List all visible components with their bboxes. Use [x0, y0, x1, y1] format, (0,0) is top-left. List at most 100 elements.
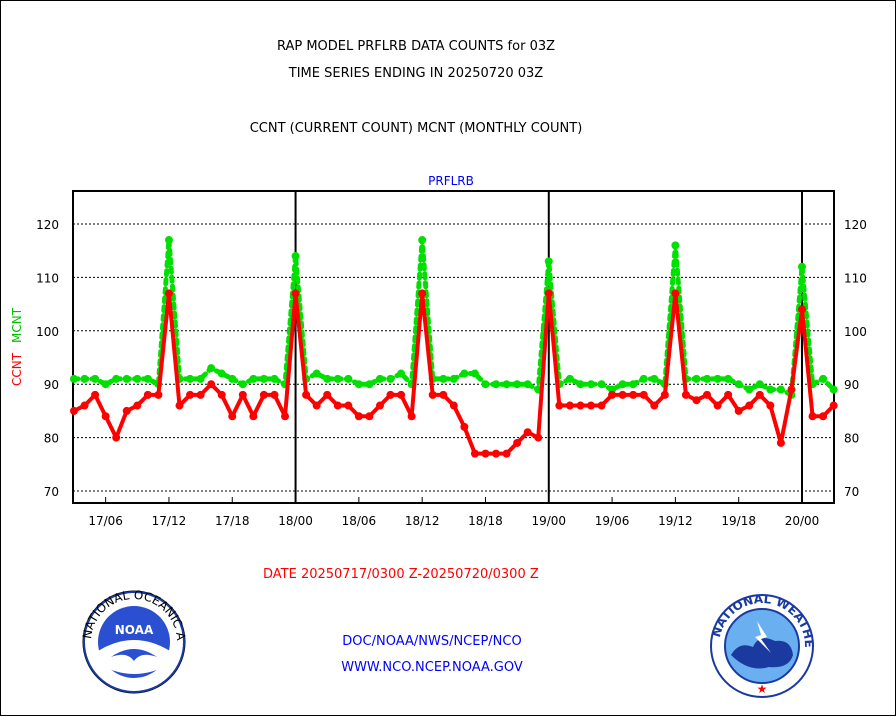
mcnt-point	[344, 374, 353, 383]
mcnt-point	[576, 380, 585, 389]
ccnt-point	[281, 412, 290, 421]
ccnt-point	[586, 401, 595, 410]
xtick-label: 19/12	[658, 514, 693, 528]
ytick-label-right: 120	[844, 218, 867, 232]
ccnt-point	[798, 305, 806, 314]
ccnt-point	[460, 422, 469, 431]
ccnt-point	[122, 406, 131, 415]
ccnt-point	[196, 390, 205, 399]
ccnt-point	[481, 449, 490, 458]
noaa-logo: NOAA NATIONAL OCEANIC AND ATMOSPHERIC AD…	[76, 578, 188, 695]
ccnt-point	[734, 406, 743, 415]
mcnt-point	[586, 380, 595, 389]
ytick-label-right: 70	[844, 485, 859, 499]
mcnt-point	[724, 374, 733, 383]
mcnt-point	[270, 374, 279, 383]
xtick-label: 20/00	[785, 514, 820, 528]
ccnt-point	[671, 289, 680, 298]
ccnt-point	[238, 390, 247, 399]
ccnt-point	[207, 380, 216, 389]
subtitle: CCNT (CURRENT COUNT) MCNT (MONTHLY COUNT…	[249, 121, 583, 136]
mcnt-point	[196, 374, 205, 383]
ccnt-point	[270, 390, 279, 399]
ccnt-point	[608, 390, 617, 399]
mcnt-point	[481, 380, 490, 389]
ccnt-point	[555, 401, 564, 410]
ytick-label-left: 80	[44, 432, 59, 446]
ccnt-point	[407, 412, 416, 421]
mcnt-point	[143, 374, 152, 383]
ccnt-point	[703, 390, 712, 399]
ccnt-point	[755, 390, 764, 399]
ccnt-point	[397, 390, 406, 399]
mcnt-point	[513, 380, 522, 389]
ccnt-point	[259, 390, 268, 399]
xtick-label: 18/18	[468, 514, 503, 528]
title-line-1: RAP MODEL PRFLRB DATA COUNTS for 03Z	[276, 39, 556, 54]
xtick-label: 17/18	[215, 514, 250, 528]
nws-logo: NATIONAL WEATHER SERVICE ★	[704, 582, 816, 699]
ccnt-point	[576, 401, 585, 410]
ccnt-point	[418, 289, 427, 298]
mcnt-point	[597, 380, 606, 389]
mcnt-point	[291, 252, 300, 261]
ccnt-point	[776, 438, 785, 447]
ccnt-point	[724, 390, 733, 399]
chart-title: PRFLRB	[428, 174, 474, 188]
ccnt-point	[143, 390, 152, 399]
ytick-label-left: 120	[36, 218, 59, 232]
footer-org-link[interactable]: DOC/NOAA/NWS/NCEP/NCO	[342, 634, 522, 649]
ccnt-point	[164, 289, 173, 298]
mcnt-point	[312, 369, 321, 378]
ccnt-point	[534, 433, 543, 442]
mcnt-point	[776, 385, 785, 394]
mcnt-point	[418, 236, 427, 245]
ccnt-point	[629, 390, 638, 399]
ccnt-point	[354, 412, 363, 421]
ccnt-point	[713, 401, 722, 410]
ccnt-point	[745, 401, 754, 410]
ccnt-point	[492, 449, 501, 458]
ylabel-mcnt: MCNT	[10, 307, 24, 343]
ccnt-point	[91, 390, 100, 399]
mcnt-point	[186, 374, 195, 383]
mcnt-point	[618, 380, 627, 389]
mcnt-point	[819, 374, 828, 383]
ccnt-point	[386, 390, 395, 399]
mcnt-point	[713, 374, 722, 383]
mcnt-point	[112, 374, 121, 383]
xtick-label: 17/12	[152, 514, 187, 528]
ccnt-point	[829, 401, 838, 410]
ccnt-point	[692, 396, 701, 405]
ccnt-point	[470, 449, 479, 458]
ccnt-point	[618, 390, 627, 399]
ccnt-point	[787, 385, 796, 394]
footer-website-link[interactable]: WWW.NCO.NCEP.NOAA.GOV	[341, 660, 523, 675]
mcnt-point	[365, 380, 374, 389]
ccnt-point	[333, 401, 342, 410]
mcnt-point	[228, 374, 237, 383]
xtick-label: 17/06	[88, 514, 123, 528]
ytick-label-right: 100	[844, 325, 867, 339]
xtick-label: 19/18	[721, 514, 756, 528]
ccnt-point	[681, 390, 690, 399]
ylabel-ccnt: CCNT	[10, 352, 24, 386]
ccnt-point	[513, 438, 522, 447]
ccnt-point	[565, 401, 574, 410]
mcnt-point	[207, 364, 216, 373]
ccnt-point	[186, 390, 195, 399]
mcnt-point	[375, 374, 384, 383]
mcnt-point	[692, 374, 701, 383]
mcnt-point	[397, 369, 406, 378]
mcnt-point	[703, 374, 712, 383]
mcnt-point	[766, 385, 775, 394]
ccnt-point	[312, 401, 321, 410]
ccnt-point	[808, 412, 817, 421]
mcnt-point	[133, 374, 142, 383]
mcnt-point	[238, 380, 247, 389]
ccnt-point	[766, 401, 775, 410]
mcnt-point	[734, 380, 743, 389]
mcnt-point	[492, 380, 501, 389]
ccnt-point	[502, 449, 511, 458]
mcnt-point	[523, 380, 532, 389]
